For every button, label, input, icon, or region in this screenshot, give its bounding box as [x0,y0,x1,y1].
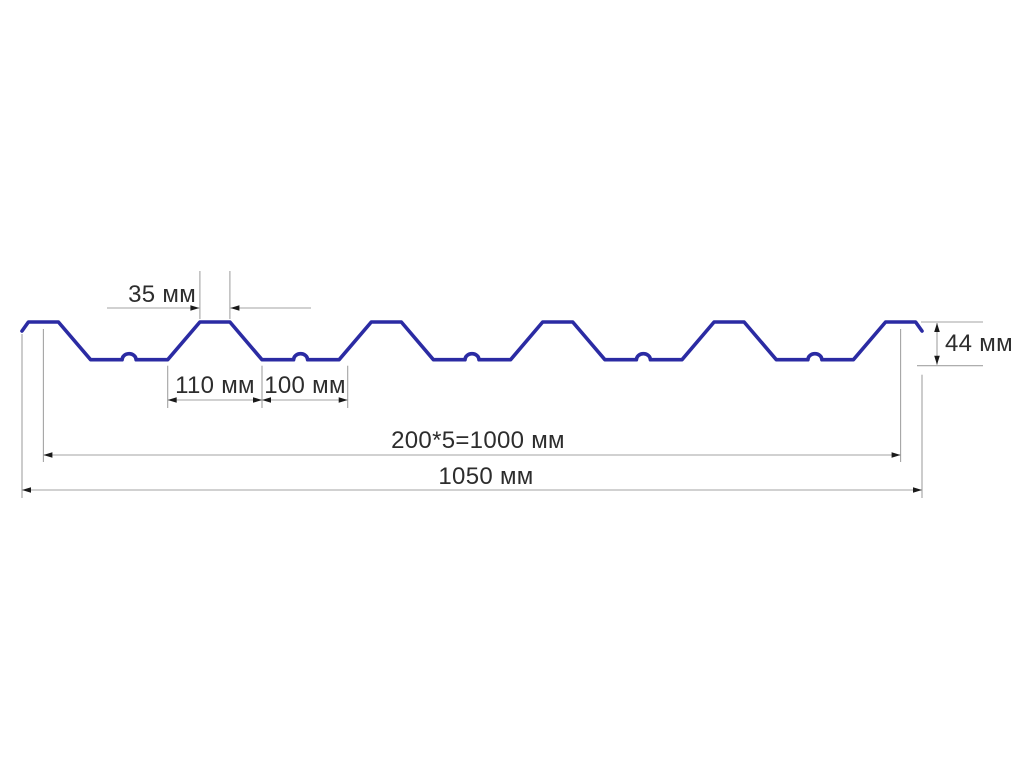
dimension-lines [22,305,940,493]
dim-label-top-flat: 35 мм [128,281,196,308]
dim-label-rib-bottom: 110 мм [175,372,255,399]
extension-lines [21,271,983,498]
dim-label-pitch-total: 200*5=1000 мм [391,427,565,454]
dim-label-height: 44 мм [945,330,1013,357]
dim-label-valley: 100 мм [264,372,346,399]
dim-label-overall-width: 1050 мм [438,463,533,490]
profile-sheet-outline [20,320,924,362]
